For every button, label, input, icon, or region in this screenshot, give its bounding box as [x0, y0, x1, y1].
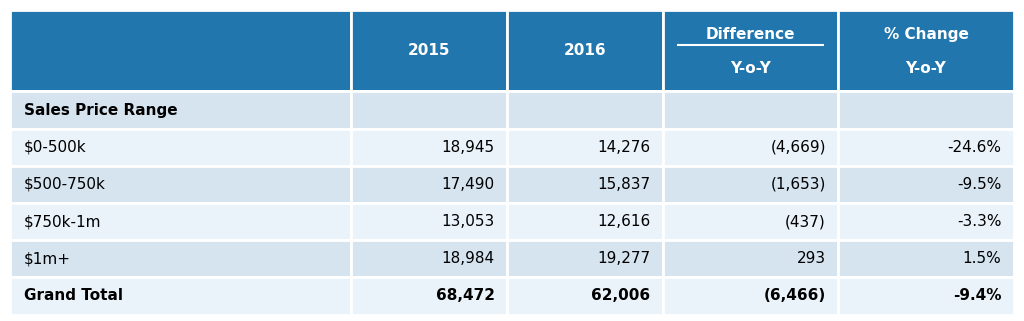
Bar — [351, 240, 507, 277]
Bar — [10, 277, 351, 315]
Text: -9.5%: -9.5% — [957, 177, 1001, 192]
Text: 14,276: 14,276 — [597, 140, 650, 155]
Text: 1.5%: 1.5% — [963, 251, 1001, 266]
Bar — [663, 203, 838, 240]
Bar — [507, 240, 663, 277]
Bar — [838, 129, 1014, 166]
Bar — [507, 10, 663, 91]
Text: 17,490: 17,490 — [441, 177, 495, 192]
Text: 13,053: 13,053 — [441, 214, 495, 229]
Text: -9.4%: -9.4% — [953, 289, 1001, 303]
Text: $0-500k: $0-500k — [24, 140, 86, 155]
Bar — [10, 203, 351, 240]
Text: 68,472: 68,472 — [435, 289, 495, 303]
Bar — [663, 277, 838, 315]
Bar — [507, 203, 663, 240]
Bar — [507, 166, 663, 203]
Bar — [351, 203, 507, 240]
Text: 18,984: 18,984 — [441, 251, 495, 266]
Bar — [351, 10, 507, 91]
Bar — [663, 240, 838, 277]
Bar — [838, 10, 1014, 91]
Bar — [663, 91, 838, 129]
Bar — [663, 129, 838, 166]
Text: 2015: 2015 — [408, 43, 451, 58]
Text: (6,466): (6,466) — [764, 289, 825, 303]
Text: -3.3%: -3.3% — [957, 214, 1001, 229]
Text: 2016: 2016 — [563, 43, 606, 58]
Text: $750k-1m: $750k-1m — [24, 214, 101, 229]
Bar — [10, 91, 351, 129]
Text: Grand Total: Grand Total — [24, 289, 123, 303]
Bar — [838, 240, 1014, 277]
Bar — [838, 277, 1014, 315]
Text: 12,616: 12,616 — [597, 214, 650, 229]
Text: % Change: % Change — [884, 27, 969, 42]
Text: Sales Price Range: Sales Price Range — [24, 102, 177, 117]
Bar — [838, 166, 1014, 203]
Text: (1,653): (1,653) — [770, 177, 825, 192]
Bar — [10, 166, 351, 203]
Text: Difference: Difference — [706, 27, 795, 42]
Bar — [507, 277, 663, 315]
Bar — [838, 203, 1014, 240]
Bar — [507, 129, 663, 166]
Bar — [351, 91, 507, 129]
Text: (437): (437) — [785, 214, 825, 229]
Text: $500-750k: $500-750k — [24, 177, 105, 192]
Text: Y-o-Y: Y-o-Y — [905, 61, 946, 76]
Bar — [663, 10, 838, 91]
Text: 19,277: 19,277 — [597, 251, 650, 266]
Bar — [351, 166, 507, 203]
Bar — [351, 277, 507, 315]
Bar — [351, 129, 507, 166]
Bar — [507, 91, 663, 129]
Text: Y-o-Y: Y-o-Y — [730, 61, 771, 76]
Bar — [10, 10, 351, 91]
Text: (4,669): (4,669) — [770, 140, 825, 155]
Text: 62,006: 62,006 — [591, 289, 650, 303]
Text: 293: 293 — [797, 251, 825, 266]
Text: $1m+: $1m+ — [24, 251, 71, 266]
Bar — [838, 91, 1014, 129]
Text: -24.6%: -24.6% — [947, 140, 1001, 155]
Bar — [10, 240, 351, 277]
Bar — [663, 166, 838, 203]
Text: 15,837: 15,837 — [597, 177, 650, 192]
Bar — [10, 129, 351, 166]
Text: 18,945: 18,945 — [441, 140, 495, 155]
